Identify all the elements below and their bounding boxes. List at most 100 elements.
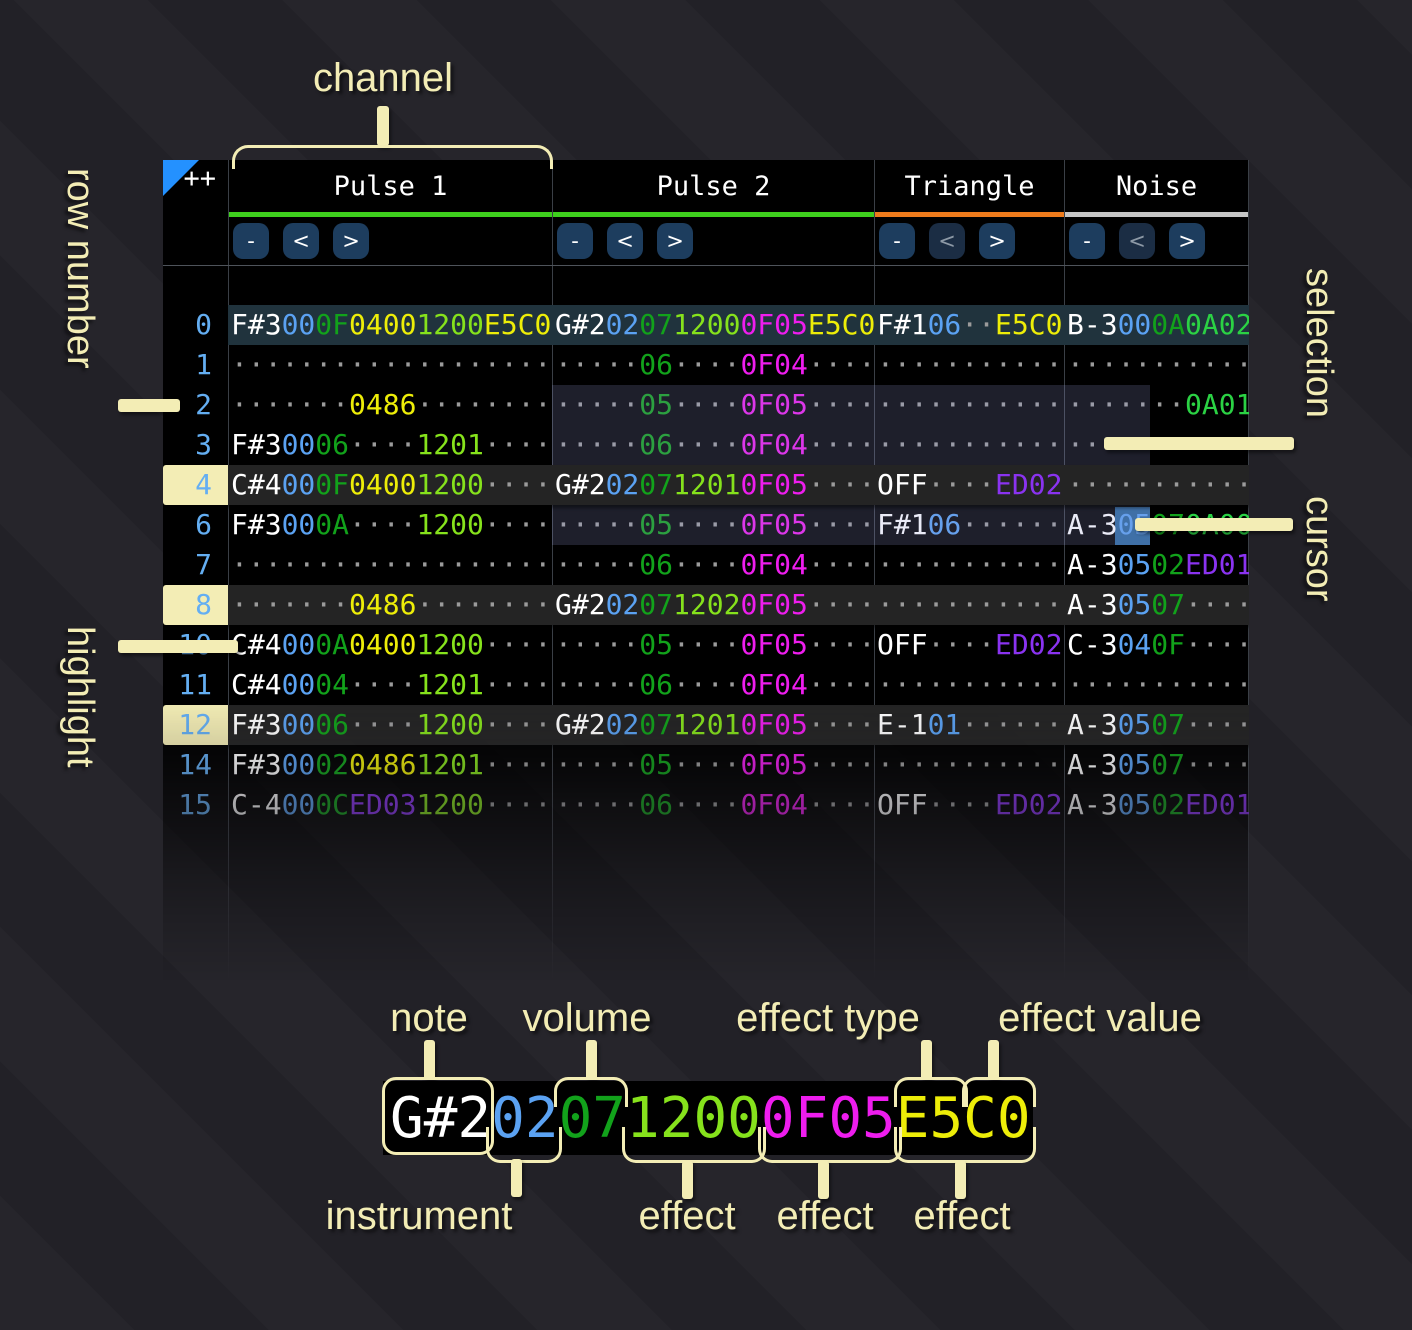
pattern-cell[interactable]: ·····06····0F04···· bbox=[552, 545, 874, 585]
channel-name[interactable]: Triangle bbox=[904, 171, 1035, 202]
pattern-cell[interactable]: ··········· bbox=[874, 425, 1064, 465]
channel-right-button[interactable]: > bbox=[657, 223, 693, 259]
cell-inst: 02 bbox=[491, 1086, 559, 1151]
pattern-cell[interactable]: ··········· bbox=[1064, 465, 1249, 505]
pattern-cell[interactable]: ·····06····0F04···· bbox=[552, 425, 874, 465]
pattern-cell[interactable]: A-30502ED01 bbox=[1064, 545, 1249, 585]
row-number: 14 bbox=[178, 748, 212, 781]
channel-header-pulse-2[interactable]: Pulse 2 - < > bbox=[552, 160, 874, 265]
empty-cells: ······ bbox=[961, 708, 1063, 741]
empty-cells: ···· bbox=[1185, 708, 1249, 741]
channel-left-button[interactable]: < bbox=[1119, 223, 1155, 259]
channel-right-button[interactable]: > bbox=[979, 223, 1015, 259]
pattern-cell[interactable]: ··········· bbox=[874, 545, 1064, 585]
cell-fxp: ED02 bbox=[995, 468, 1063, 501]
cell-fxy: 0486 bbox=[349, 388, 417, 421]
pattern-cell[interactable]: ·······0486········ bbox=[228, 585, 552, 625]
channel-header-pulse-1[interactable]: Pulse 1 - < > bbox=[228, 160, 552, 265]
empty-cells: ···· bbox=[673, 748, 741, 781]
pattern-cell[interactable]: ·····05····0F05···· bbox=[552, 625, 874, 665]
channel-right-button[interactable]: > bbox=[1169, 223, 1205, 259]
pattern-cell[interactable]: A-30502ED01 bbox=[1064, 785, 1249, 825]
pattern-cell[interactable]: C-3040F···· bbox=[1064, 625, 1249, 665]
pattern-cell[interactable]: C#4000A04001200···· bbox=[228, 625, 552, 665]
cell-vol: 07 bbox=[639, 308, 674, 341]
pattern-cell[interactable]: G#2020712010F05···· bbox=[552, 705, 874, 745]
pattern-cell[interactable]: OFF····ED02 bbox=[874, 785, 1064, 825]
channel-name[interactable]: Pulse 2 bbox=[656, 171, 771, 202]
expand-columns-button[interactable]: ++ bbox=[183, 163, 216, 194]
pattern-cell[interactable]: B-3000A0A02 bbox=[1064, 305, 1249, 345]
pattern-cell[interactable]: C#4000F04001200···· bbox=[228, 465, 552, 505]
empty-cells: ···· bbox=[483, 508, 552, 541]
pattern-cell[interactable]: F#30006····1201···· bbox=[228, 425, 552, 465]
pattern-cell[interactable]: ·······0486········ bbox=[228, 385, 552, 425]
pattern-cell[interactable]: F#3000A····1200···· bbox=[228, 505, 552, 545]
pattern-cell[interactable]: ·····06····0F04···· bbox=[552, 345, 874, 385]
corner-cell[interactable]: ++ bbox=[163, 160, 228, 265]
cell-inst: 00 bbox=[281, 708, 316, 741]
pattern-cell[interactable]: OFF····ED02 bbox=[874, 465, 1064, 505]
pattern-cell[interactable]: ··········· bbox=[874, 345, 1064, 385]
pattern-cell[interactable]: ··········· bbox=[874, 665, 1064, 705]
pattern-cell[interactable]: F#106······ bbox=[874, 505, 1064, 545]
pattern-cell[interactable]: ·····06····0F04···· bbox=[552, 785, 874, 825]
pattern-cell[interactable]: F#3000F04001200E5C0 bbox=[228, 305, 552, 345]
pattern-cell[interactable]: C#40004····1201···· bbox=[228, 665, 552, 705]
pattern-cell[interactable]: ·····05····0F05···· bbox=[552, 745, 874, 785]
effect-value-box bbox=[962, 1077, 1036, 1107]
cell-inst: 05 bbox=[1117, 748, 1152, 781]
column-divider bbox=[874, 266, 875, 988]
pattern-cell[interactable]: E-101······ bbox=[874, 705, 1064, 745]
channel-header-noise[interactable]: Noise - < > bbox=[1064, 160, 1249, 265]
empty-cells: ··········· bbox=[1067, 668, 1249, 701]
cell-inst: 05 bbox=[1117, 588, 1152, 621]
cell-fxl: 1201 bbox=[416, 428, 484, 461]
pattern-cell[interactable]: G#2020712000F05E5C0 bbox=[552, 305, 874, 345]
pattern-row: 15 C-4000CED031200···· ·····06····0F04····… bbox=[163, 785, 1249, 825]
pattern-cell[interactable]: ··········· bbox=[1064, 665, 1249, 705]
channel-buttons: - < > bbox=[229, 217, 552, 259]
pattern-cell[interactable]: OFF····ED02 bbox=[874, 625, 1064, 665]
channel-name[interactable]: Pulse 1 bbox=[333, 171, 448, 202]
cell-fxm: 0F05 bbox=[740, 588, 808, 621]
pattern-cell[interactable]: C-4000CED031200···· bbox=[228, 785, 552, 825]
pattern-cell[interactable]: A-30507···· bbox=[1064, 585, 1249, 625]
effect1-box bbox=[622, 1127, 766, 1163]
empty-cells: ··········· bbox=[877, 348, 1063, 381]
pattern-cell[interactable]: A-30507···· bbox=[1064, 745, 1249, 785]
pattern-cell[interactable]: ·····05····0F05···· bbox=[552, 385, 874, 425]
empty-cells: ······· bbox=[231, 588, 350, 621]
channel-minus-button[interactable]: - bbox=[233, 223, 269, 259]
pattern-cell[interactable]: ··········· bbox=[874, 385, 1064, 425]
channel-minus-button[interactable]: - bbox=[1069, 223, 1105, 259]
pattern-cell[interactable]: G#2020712020F05···· bbox=[552, 585, 874, 625]
cell-fxm: 0F05 bbox=[740, 468, 808, 501]
channel-left-button[interactable]: < bbox=[283, 223, 319, 259]
cell-fxm: 0F04 bbox=[740, 348, 808, 381]
pattern-cell[interactable]: ·····06····0F04···· bbox=[552, 665, 874, 705]
pattern-cell[interactable]: ··········· bbox=[1064, 345, 1249, 385]
channel-minus-button[interactable]: - bbox=[879, 223, 915, 259]
channel-header-triangle[interactable]: Triangle - < > bbox=[874, 160, 1064, 265]
pattern-cell[interactable]: ··········· bbox=[874, 585, 1064, 625]
pattern-cell[interactable]: F#3000204861201···· bbox=[228, 745, 552, 785]
pattern-cell[interactable]: F#106··E5C0 bbox=[874, 305, 1064, 345]
pattern-cell[interactable]: ··················· bbox=[228, 345, 552, 385]
cell-fxy: 0400 bbox=[349, 468, 417, 501]
pattern-cell[interactable]: ··················· bbox=[228, 545, 552, 585]
volume-box bbox=[554, 1077, 628, 1107]
pattern-cell[interactable]: F#30006····1200···· bbox=[228, 705, 552, 745]
channel-left-button[interactable]: < bbox=[607, 223, 643, 259]
pattern-cell[interactable]: ·····05····0F05···· bbox=[552, 505, 874, 545]
pattern-cell[interactable]: G#2020712010F05···· bbox=[552, 465, 874, 505]
channel-name[interactable]: Noise bbox=[1115, 171, 1198, 202]
pattern-body[interactable]: 0 F#3000F04001200E5C0 G#2020712000F05E5C0 F… bbox=[163, 266, 1249, 988]
pattern-cell[interactable]: A-30507···· bbox=[1064, 705, 1249, 745]
pattern-cell[interactable]: ··········· bbox=[874, 745, 1064, 785]
channel-minus-button[interactable]: - bbox=[557, 223, 593, 259]
pattern-cell[interactable]: ·······0A01 bbox=[1064, 385, 1249, 425]
effect3-box bbox=[894, 1127, 1036, 1163]
channel-right-button[interactable]: > bbox=[333, 223, 369, 259]
channel-left-button[interactable]: < bbox=[929, 223, 965, 259]
